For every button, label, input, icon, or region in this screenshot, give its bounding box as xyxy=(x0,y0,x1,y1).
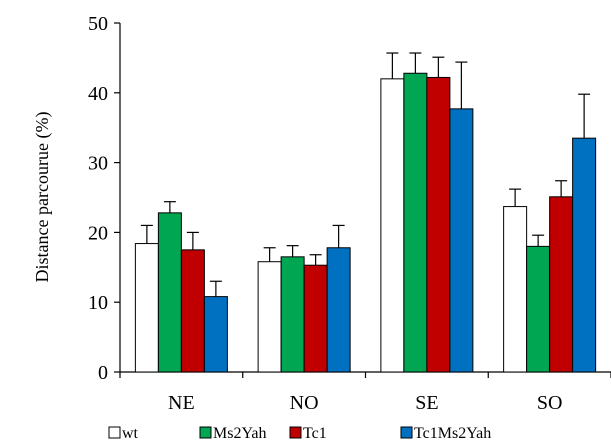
bar-wt-se xyxy=(380,78,405,373)
x-tick-label: SE xyxy=(415,392,438,414)
bar-wt-so xyxy=(503,206,528,373)
legend-swatch-tc1 xyxy=(289,426,302,439)
bar-tc1ms2yah-ne xyxy=(203,296,228,373)
x-tick-label: NO xyxy=(290,392,319,414)
bars xyxy=(134,72,597,373)
y-tick-label: 10 xyxy=(88,292,108,314)
y-tick-label: 0 xyxy=(98,362,108,384)
legend-label: Tc1 xyxy=(303,425,327,442)
bar-wt-no xyxy=(257,261,282,373)
legend: wt Ms2Yah Tc1 Tc1Ms2Yah xyxy=(108,425,491,442)
x-tick-label: SO xyxy=(537,392,563,414)
legend-label: Tc1Ms2Yah xyxy=(414,425,491,442)
y-axis: 0 10 20 30 40 50 xyxy=(88,13,121,384)
x-tick-label: NE xyxy=(168,392,195,414)
bar-ms2yah-no xyxy=(280,256,305,373)
bar-ms2yah-so xyxy=(526,245,551,373)
y-tick-label: 40 xyxy=(88,83,108,105)
legend-swatch-wt xyxy=(108,426,121,439)
x-axis: NE NO SE SO xyxy=(119,371,611,414)
bar-tc1-ne xyxy=(180,249,205,373)
bar-tc1-no xyxy=(303,264,328,373)
y-tick-label: 20 xyxy=(88,222,108,244)
bar-tc1ms2yah-no xyxy=(326,247,351,373)
legend-swatch-tc1ms2yah xyxy=(400,426,413,439)
bar-tc1ms2yah-se xyxy=(449,108,474,373)
y-tick-label: 30 xyxy=(88,153,108,175)
error-bars xyxy=(140,52,591,297)
bar-wt-ne xyxy=(134,243,159,373)
bar-tc1ms2yah-so xyxy=(572,137,597,373)
bar-tc1-se xyxy=(426,76,451,373)
y-tick-label: 50 xyxy=(88,13,108,35)
legend-label: wt xyxy=(122,425,139,442)
y-axis-label: Distance parcourue (%) xyxy=(32,112,53,283)
bar-ms2yah-ne xyxy=(157,212,182,373)
legend-label: Ms2Yah xyxy=(213,425,267,442)
bar-tc1-so xyxy=(549,196,574,373)
bar-ms2yah-se xyxy=(403,72,428,373)
legend-swatch-ms2yah xyxy=(199,426,212,439)
